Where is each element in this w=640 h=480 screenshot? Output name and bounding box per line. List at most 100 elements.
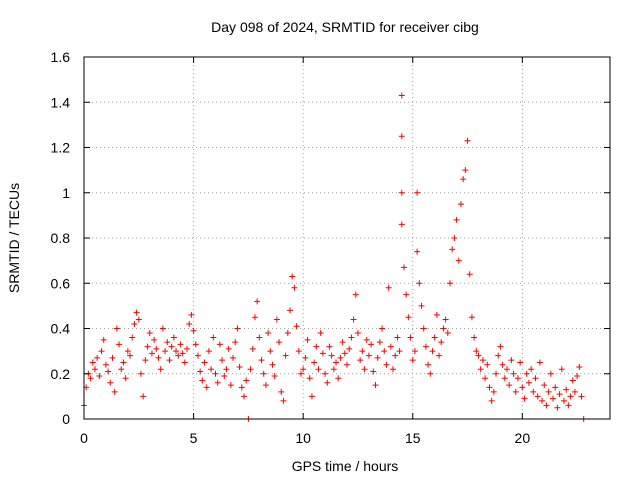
data-point [547, 370, 554, 377]
data-point [376, 339, 383, 346]
data-point [333, 359, 340, 366]
data-point [302, 354, 309, 361]
data-point [153, 345, 160, 352]
data-point [479, 357, 486, 364]
data-point [287, 307, 294, 314]
y-axis-title: SRMTID / TECUs [6, 183, 22, 293]
data-point [131, 320, 138, 327]
data-point [348, 334, 355, 341]
data-point [181, 359, 188, 366]
x-axis-title: GPS time / hours [292, 458, 399, 474]
data-point [414, 189, 421, 196]
data-point [359, 348, 366, 355]
grid [84, 57, 610, 419]
data-point [214, 379, 221, 386]
data-point [475, 352, 482, 359]
data-point [113, 325, 120, 332]
data-point [352, 291, 359, 298]
data-point [267, 348, 274, 355]
data-point [385, 284, 392, 291]
data-point [460, 176, 467, 183]
data-point [418, 302, 425, 309]
data-point [319, 350, 326, 357]
data-point [471, 334, 478, 341]
data-point [199, 377, 206, 384]
data-point [365, 352, 372, 359]
data-point [411, 348, 418, 355]
data-point [306, 375, 313, 382]
data-points [81, 92, 587, 422]
data-point [398, 221, 405, 228]
data-point [210, 334, 217, 341]
data-point [122, 375, 129, 382]
data-point [543, 402, 550, 409]
data-point [89, 359, 96, 366]
data-point [129, 334, 136, 341]
data-point [328, 352, 335, 359]
data-point [166, 357, 173, 364]
data-point [361, 366, 368, 373]
y-tick-label: 0 [62, 411, 70, 427]
data-point [398, 133, 405, 140]
data-point [297, 370, 304, 377]
data-point [545, 388, 552, 395]
data-point [135, 316, 142, 323]
data-point [120, 359, 127, 366]
data-point [530, 388, 537, 395]
data-point [405, 314, 412, 321]
data-point [339, 339, 346, 346]
data-point [438, 339, 445, 346]
data-point [519, 384, 526, 391]
data-point [486, 384, 493, 391]
data-point [556, 391, 563, 398]
data-point [197, 368, 204, 375]
data-point [280, 397, 287, 404]
data-point [251, 314, 258, 321]
data-point [512, 388, 519, 395]
data-point [558, 366, 565, 373]
data-point [506, 382, 513, 389]
data-point [87, 375, 94, 382]
data-point [578, 393, 585, 400]
data-point [295, 348, 302, 355]
data-point [427, 370, 434, 377]
data-point [370, 368, 377, 375]
x-tick-label: 0 [80, 430, 88, 446]
data-point [192, 341, 199, 348]
data-point [508, 357, 515, 364]
data-point [230, 354, 237, 361]
data-point [116, 341, 123, 348]
data-point [177, 341, 184, 348]
data-point [550, 395, 557, 402]
data-point [392, 352, 399, 359]
data-point [510, 370, 517, 377]
data-point [425, 361, 432, 368]
data-point [105, 368, 112, 375]
data-point [409, 357, 416, 364]
data-point [254, 298, 261, 305]
data-point [571, 388, 578, 395]
data-point [157, 366, 164, 373]
data-point [170, 334, 177, 341]
data-point [236, 363, 243, 370]
y-tick-label: 0.6 [51, 275, 71, 291]
data-point [554, 404, 561, 411]
data-point [335, 375, 342, 382]
data-point [96, 373, 103, 380]
data-point [495, 352, 502, 359]
data-point [354, 330, 361, 337]
x-tick-label: 10 [295, 430, 311, 446]
data-point [517, 359, 524, 366]
data-point [227, 382, 234, 389]
data-point [289, 273, 296, 280]
data-point [326, 343, 333, 350]
data-point [194, 352, 201, 359]
data-point [420, 325, 427, 332]
data-point [260, 370, 267, 377]
data-point [429, 348, 436, 355]
data-point [497, 343, 504, 350]
data-point [107, 379, 114, 386]
data-point [102, 361, 109, 368]
data-point [324, 379, 331, 386]
data-point [184, 345, 191, 352]
